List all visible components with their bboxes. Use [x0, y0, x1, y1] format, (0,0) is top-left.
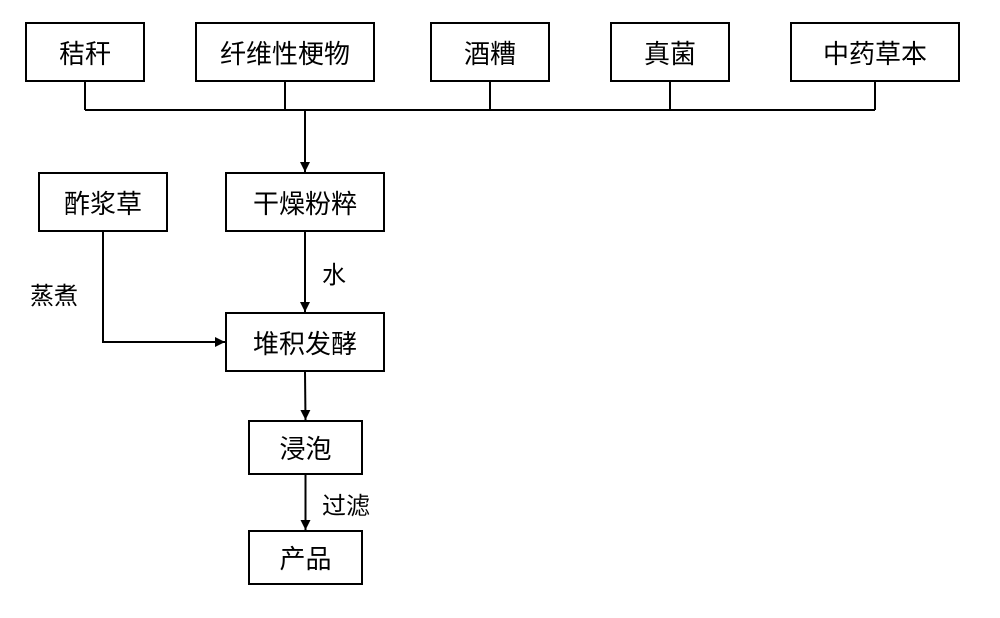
edge-label-water: 水: [322, 255, 346, 290]
node-lees: 酒糟: [430, 22, 550, 82]
node-label: 秸秆: [59, 34, 111, 71]
node-label: 酒糟: [464, 34, 516, 71]
node-ferment: 堆积发酵: [225, 312, 385, 372]
node-herb: 中药草本: [790, 22, 960, 82]
label-text: 蒸煮: [30, 283, 78, 310]
node-drycrush: 干燥粉粹: [225, 172, 385, 232]
node-label: 干燥粉粹: [253, 184, 357, 221]
node-soak: 浸泡: [248, 420, 363, 475]
node-label: 浸泡: [279, 429, 331, 466]
label-text: 水: [322, 262, 346, 289]
label-text: 过滤: [322, 493, 370, 520]
node-label: 真菌: [644, 34, 696, 71]
node-straw: 秸秆: [25, 22, 145, 82]
node-label: 中药草本: [823, 34, 927, 71]
flowchart-connectors: [0, 0, 1000, 618]
node-fungus: 真菌: [610, 22, 730, 82]
node-label: 产品: [279, 539, 331, 576]
node-oxalis: 酢浆草: [38, 172, 168, 232]
node-fiber: 纤维性梗物: [195, 22, 375, 82]
edge-label-steam: 蒸煮: [30, 276, 78, 311]
node-label: 堆积发酵: [253, 324, 357, 361]
node-product: 产品: [248, 530, 363, 585]
edge-label-filter: 过滤: [322, 486, 370, 521]
node-label: 酢浆草: [64, 184, 142, 221]
node-label: 纤维性梗物: [220, 34, 350, 71]
